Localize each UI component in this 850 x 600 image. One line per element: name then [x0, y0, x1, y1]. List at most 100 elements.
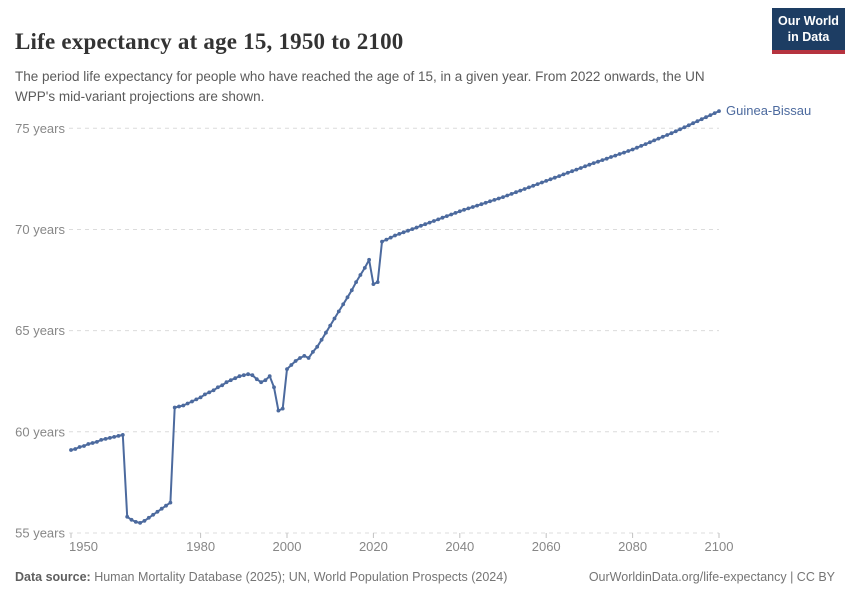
data-point	[133, 520, 138, 524]
data-point	[194, 397, 199, 402]
y-tick-label-70: 70 years	[15, 222, 65, 237]
data-point	[410, 227, 415, 232]
data-point	[501, 195, 505, 200]
data-point	[462, 207, 466, 212]
data-point	[665, 133, 670, 137]
data-point	[440, 215, 445, 220]
data-point	[544, 179, 549, 183]
data-point	[660, 134, 665, 139]
x-tick-label-2040: 2040	[445, 539, 474, 554]
x-tick-label-1980: 1980	[186, 539, 215, 554]
data-point	[293, 359, 298, 363]
data-point	[211, 388, 216, 393]
data-point	[138, 521, 143, 525]
data-point	[626, 149, 631, 153]
page-title: Life expectancy at age 15, 1950 to 2100	[15, 29, 404, 55]
data-point	[354, 280, 358, 284]
x-tick-label-2100: 2100	[705, 539, 734, 554]
data-point	[129, 517, 134, 522]
data-point	[302, 354, 307, 358]
data-point	[557, 174, 562, 179]
data-point	[198, 395, 203, 400]
data-point	[561, 172, 566, 177]
data-point	[280, 406, 285, 411]
data-point	[168, 500, 173, 505]
data-point	[419, 223, 423, 228]
data-point	[306, 356, 311, 360]
footer-datasource-label: Data source:	[15, 570, 91, 584]
data-point	[142, 519, 147, 523]
data-point	[276, 408, 281, 413]
data-point	[233, 376, 238, 381]
data-point	[254, 377, 259, 382]
data-point	[371, 282, 376, 286]
x-tick-label-1950: 1950	[69, 539, 98, 554]
data-point	[267, 374, 272, 379]
data-point	[116, 434, 121, 438]
data-point	[488, 199, 492, 204]
data-point	[164, 503, 168, 508]
data-point	[583, 164, 587, 169]
data-point	[574, 167, 579, 172]
footer-license-link[interactable]: OurWorldinData.org/life-expectancy | CC …	[588, 570, 835, 584]
data-point	[393, 233, 397, 238]
data-point	[272, 385, 276, 390]
data-point	[103, 437, 108, 441]
x-tick-label-2060: 2060	[532, 539, 561, 554]
data-point	[332, 316, 337, 321]
data-point	[643, 142, 648, 147]
data-point	[155, 509, 160, 514]
data-point	[630, 147, 635, 152]
data-point	[120, 433, 125, 437]
data-point	[596, 159, 600, 164]
data-point	[228, 378, 233, 383]
data-point	[90, 441, 95, 445]
data-point	[285, 367, 289, 371]
chart-subtitle: The period life expectancy for people wh…	[15, 68, 705, 104]
data-point	[172, 405, 177, 410]
data-point	[475, 203, 479, 208]
data-point	[401, 230, 406, 235]
y-tick-label-55: 55 years	[15, 526, 65, 541]
data-point	[682, 125, 687, 130]
data-point	[380, 239, 384, 244]
data-point	[635, 145, 639, 150]
data-point	[181, 403, 186, 408]
data-point	[639, 144, 644, 148]
data-point	[362, 266, 367, 270]
data-point	[548, 177, 553, 182]
data-point	[159, 506, 164, 511]
data-point	[224, 380, 229, 385]
data-point	[95, 440, 99, 444]
data-point	[77, 445, 82, 449]
data-point	[73, 447, 78, 451]
data-point	[375, 280, 380, 284]
data-point	[695, 119, 700, 124]
data-point	[246, 372, 251, 377]
y-tick-label-60: 60 years	[15, 424, 65, 439]
data-point	[466, 206, 471, 211]
data-point	[423, 222, 428, 227]
data-point	[518, 188, 523, 193]
data-point	[190, 399, 194, 404]
y-tick-label-65: 65 years	[15, 323, 65, 338]
data-point	[86, 442, 91, 446]
data-point	[570, 169, 574, 174]
data-point	[578, 166, 583, 170]
data-point	[483, 200, 488, 205]
data-point	[146, 515, 151, 520]
data-point	[457, 209, 462, 214]
data-point	[367, 257, 371, 262]
data-point	[479, 202, 484, 207]
data-point	[535, 182, 540, 187]
data-point	[69, 448, 73, 452]
data-point	[216, 385, 220, 390]
data-point	[358, 273, 363, 277]
data-point	[449, 212, 454, 217]
chart-footer: Data source: Human Mortality Database (2…	[15, 570, 835, 584]
data-point	[203, 392, 207, 397]
data-point	[349, 288, 354, 293]
footer-datasource-text: Human Mortality Database (2025); UN, Wor…	[90, 570, 508, 584]
data-point	[522, 187, 527, 191]
